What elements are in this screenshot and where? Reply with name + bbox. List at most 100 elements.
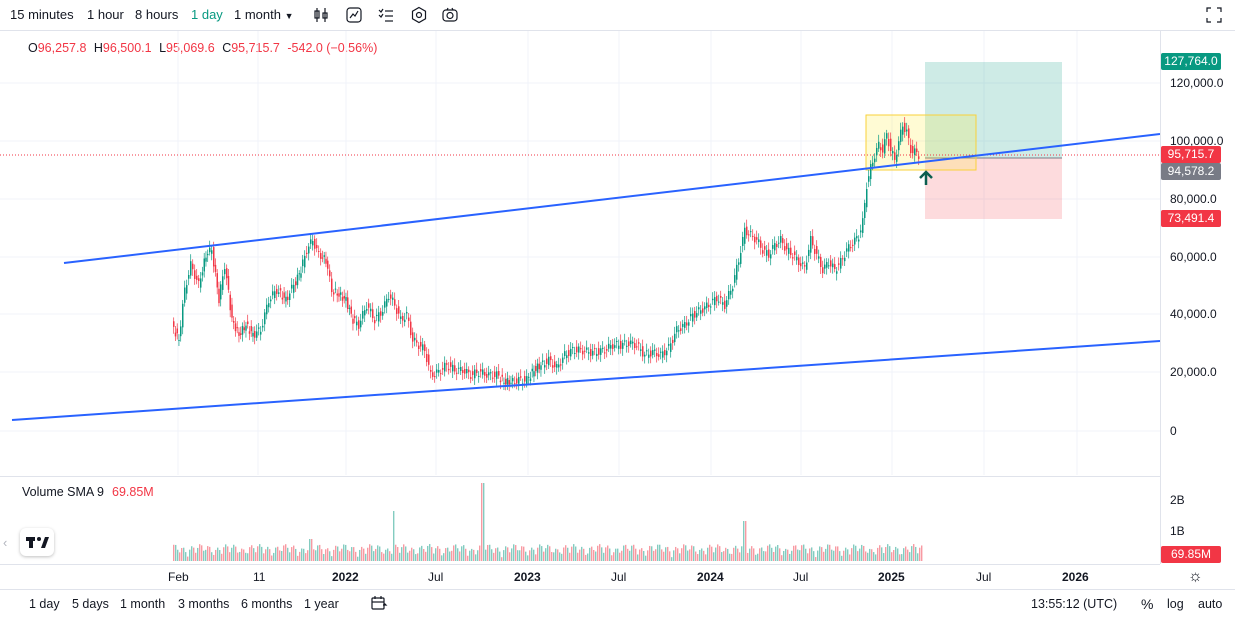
timeframe-15-minutes[interactable]: 15 minutes	[10, 7, 74, 22]
candle-body	[746, 226, 748, 236]
candle-body	[550, 356, 552, 361]
volume-bar	[795, 545, 797, 561]
alerts-icon[interactable]	[377, 6, 395, 24]
volume-bar	[281, 550, 283, 561]
candle-body	[336, 293, 338, 296]
volume-bar	[583, 548, 585, 561]
camera-icon[interactable]	[441, 6, 459, 24]
candle-body	[842, 258, 844, 260]
candle-body	[882, 144, 884, 153]
volume-bar	[771, 547, 773, 561]
volume-bar	[787, 549, 789, 561]
volume-bar	[499, 551, 501, 561]
candle-body	[690, 313, 692, 317]
candle-body	[602, 347, 604, 349]
price-chart[interactable]	[0, 31, 1160, 475]
timeframe-8-hours[interactable]: 8 hours	[135, 7, 179, 22]
volume-bar	[289, 552, 291, 561]
candle-body	[528, 376, 530, 378]
volume-bar	[885, 547, 887, 561]
candle-body	[274, 291, 276, 298]
timeframe-1-hour[interactable]: 1 hour	[87, 7, 124, 22]
volume-bar	[697, 554, 699, 561]
candle-body	[846, 248, 848, 252]
volume-bar	[383, 553, 385, 561]
candle-body	[406, 312, 408, 314]
candle-body	[434, 376, 436, 378]
range-1-month[interactable]: 1 month	[120, 597, 166, 611]
volume-bar	[261, 546, 263, 561]
volume-bar	[223, 547, 225, 561]
range-1-year[interactable]: 1 year	[304, 597, 339, 611]
volume-bar	[497, 547, 499, 561]
candle-body	[560, 364, 562, 366]
volume-bar	[775, 546, 777, 561]
range-3-months[interactable]: 3 months	[178, 597, 230, 611]
time-axis[interactable]	[0, 564, 1160, 589]
candle-body	[670, 343, 672, 352]
candle-body	[343, 295, 345, 299]
volume-bar	[865, 551, 867, 561]
volume-bar	[257, 546, 259, 561]
volume-bar	[793, 545, 795, 561]
log-toggle[interactable]: log	[1167, 597, 1184, 611]
scroll-left-icon[interactable]: ‹	[3, 535, 8, 550]
volume-bar	[669, 551, 671, 561]
volume-bar	[273, 552, 275, 561]
volume-bar	[187, 556, 189, 561]
candle-body	[260, 331, 262, 335]
timeframe-1-day[interactable]: 1 day	[191, 7, 223, 22]
target-zone[interactable]	[925, 62, 1062, 158]
candle-body	[533, 371, 535, 377]
fullscreen-icon[interactable]	[1205, 6, 1223, 24]
volume-bar	[735, 545, 737, 561]
volume-bar	[323, 554, 325, 561]
volume-bar	[611, 555, 613, 561]
candle-body	[424, 344, 426, 352]
candle-body	[444, 362, 446, 372]
candle-body	[788, 247, 790, 254]
clock-time[interactable]: 13:55:12 (UTC)	[1031, 597, 1118, 611]
indicators-icon[interactable]	[345, 6, 363, 24]
volume-bar	[587, 553, 589, 561]
volume-bar	[599, 544, 601, 561]
volume-bar	[409, 550, 411, 561]
volume-bar	[517, 550, 519, 561]
percent-toggle[interactable]: %	[1141, 596, 1154, 612]
candle-body	[283, 292, 285, 298]
candle-body	[588, 352, 590, 354]
timeframe-1-month-dropdown[interactable]: 1 month ▼	[234, 7, 294, 22]
stop-zone[interactable]	[925, 158, 1062, 219]
range-6-months[interactable]: 6 months	[241, 597, 293, 611]
timezone-settings-icon[interactable]: ☼	[1188, 568, 1203, 585]
candle-body	[702, 308, 704, 313]
close-label: C	[222, 41, 232, 55]
volume-bar	[345, 544, 347, 561]
volume-bar	[283, 545, 285, 561]
volume-bar	[391, 553, 393, 561]
volume-bar	[191, 546, 193, 561]
tradingview-logo-button[interactable]	[20, 528, 54, 556]
volume-bar	[363, 548, 365, 561]
date-range-icon[interactable]	[370, 595, 388, 616]
volume-bar	[475, 554, 477, 561]
range-1-day[interactable]: 1 day	[29, 597, 60, 611]
candle-body	[378, 312, 380, 322]
price-axis-divider	[1160, 31, 1161, 564]
candle-body	[188, 275, 190, 279]
range-5-days[interactable]: 5 days	[72, 597, 109, 611]
auto-toggle[interactable]: auto	[1198, 597, 1223, 611]
volume-bar	[813, 551, 815, 561]
lower-trendline[interactable]	[11, 340, 1160, 421]
volume-bar	[821, 547, 823, 561]
candle-body	[248, 331, 251, 334]
candle-body	[354, 316, 356, 319]
volume-bar	[853, 544, 855, 561]
upper-trendline[interactable]	[63, 133, 1160, 264]
settings-icon[interactable]	[410, 6, 428, 24]
candle-body	[628, 341, 630, 346]
candle-body	[422, 344, 424, 351]
candle-body	[243, 327, 245, 331]
candle-body	[329, 270, 331, 277]
candles-icon[interactable]	[312, 6, 330, 24]
